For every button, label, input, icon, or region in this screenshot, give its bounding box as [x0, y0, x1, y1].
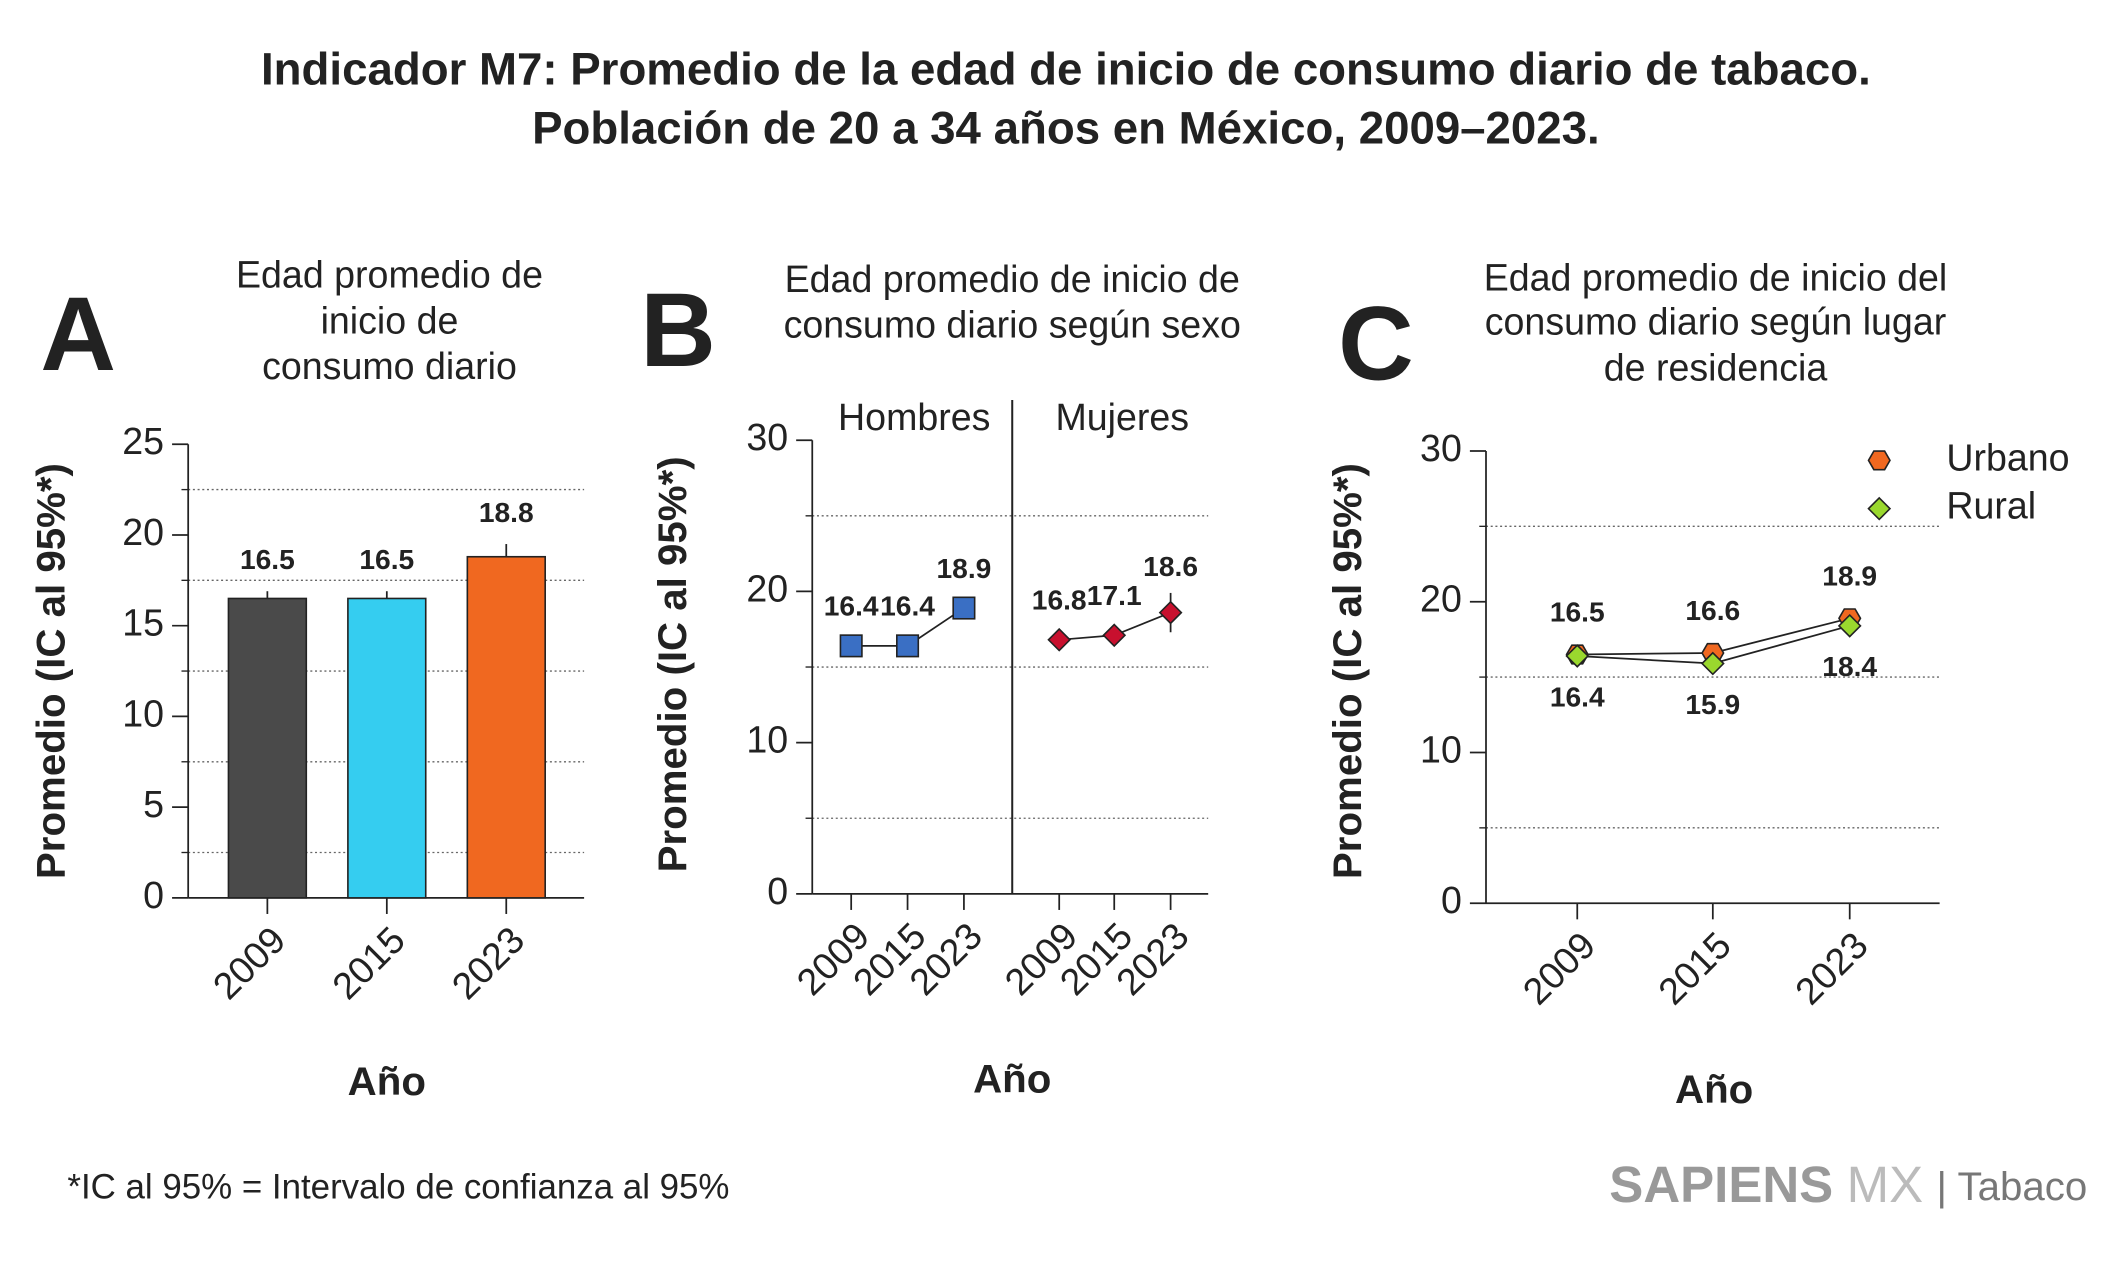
y-tick-label: 5	[143, 783, 164, 825]
y-tick-label: 20	[746, 567, 788, 609]
marker	[1867, 496, 1892, 521]
x-tick-label: 2023	[444, 918, 533, 1007]
marker	[1047, 627, 1072, 652]
value-label: 16.4	[880, 590, 935, 622]
chart-title: de residencia	[1604, 346, 1828, 388]
chart-title: consumo diario según sexo	[784, 303, 1241, 345]
marker	[1700, 651, 1725, 676]
value-label: 16.8	[1032, 584, 1087, 616]
x-tick-label: 2009	[205, 918, 294, 1007]
chart-title: Edad promedio de	[236, 254, 543, 296]
main-title: Indicador M7: Promedio de la edad de ini…	[261, 44, 1871, 95]
y-axis-label: Promedio (IC al 95%*)	[1325, 463, 1370, 879]
y-tick-label: 30	[1420, 427, 1462, 469]
value-label: 16.4	[824, 590, 879, 622]
y-tick-label: 20	[1420, 578, 1462, 620]
y-tick-label: 10	[746, 719, 788, 761]
chart-title: consumo diario	[262, 345, 517, 387]
value-label: 18.9	[936, 552, 991, 584]
value-label: 18.8	[479, 496, 534, 528]
marker	[1158, 600, 1183, 625]
marker	[1565, 644, 1590, 668]
value-label: 16.4	[1550, 680, 1605, 712]
chart-title: inicio de	[321, 299, 459, 341]
main-title: Población de 20 a 34 años en México, 200…	[532, 103, 1600, 154]
bar	[466, 555, 546, 899]
x-axis-label: Año	[1675, 1067, 1753, 1112]
brand-section: | Tabaco	[1937, 1164, 2088, 1209]
y-tick-label: 0	[767, 870, 788, 912]
panel-letter: B	[640, 272, 716, 389]
bar	[227, 597, 308, 899]
y-tick-label: 15	[122, 602, 164, 644]
marker	[1102, 623, 1127, 648]
x-tick-label: 2023	[1787, 924, 1876, 1013]
value-label: 18.9	[1822, 559, 1877, 591]
value-label: 15.9	[1685, 688, 1740, 720]
y-tick-label: 20	[122, 511, 164, 553]
x-tick-label: 2009	[1515, 924, 1604, 1013]
y-tick-label: 0	[1441, 879, 1462, 921]
value-label: 16.5	[1550, 596, 1605, 628]
y-axis-label: Promedio (IC al 95%*)	[29, 463, 74, 879]
y-axis-label: Promedio (IC al 95%*)	[650, 456, 695, 872]
y-tick-label: 10	[1420, 728, 1462, 770]
brand-suffix: MX	[1847, 1157, 1924, 1214]
chart-title: consumo diario según lugar	[1485, 301, 1946, 343]
panel-letter: C	[1338, 285, 1414, 402]
x-tick-label: 2015	[324, 918, 413, 1007]
bar	[347, 597, 427, 899]
value-label: 16.6	[1685, 594, 1740, 626]
y-tick-label: 25	[122, 420, 164, 462]
value-label: 16.5	[240, 543, 295, 575]
y-tick-label: 0	[143, 874, 164, 916]
x-tick-label: 2015	[1650, 924, 1739, 1013]
value-label: 17.1	[1087, 579, 1142, 611]
y-tick-label: 10	[122, 692, 164, 734]
marker	[1837, 613, 1862, 638]
chart-title: Edad promedio de inicio de	[785, 258, 1240, 300]
value-label: 18.6	[1143, 550, 1198, 582]
brand: SAPIENS MX | Tabaco	[1609, 1157, 2087, 1214]
brand-name: SAPIENS	[1609, 1157, 1833, 1214]
legend-label: Rural	[1946, 485, 2036, 527]
marker	[952, 596, 976, 620]
chart-title: Edad promedio de inicio del	[1484, 256, 1948, 298]
footnote: *IC al 95% = Intervalo de confianza al 9…	[67, 1167, 729, 1206]
x-axis-label: Año	[973, 1056, 1051, 1101]
value-label: 18.4	[1822, 650, 1877, 682]
value-label: 16.5	[359, 543, 414, 575]
marker	[896, 634, 920, 658]
y-tick-label: 30	[746, 416, 788, 458]
x-axis-label: Año	[348, 1059, 426, 1104]
marker	[839, 634, 863, 658]
legend-label: Hombres	[838, 396, 990, 438]
marker	[1867, 450, 1891, 471]
panel-letter: A	[40, 276, 116, 393]
legend-label: Urbano	[1946, 436, 2069, 478]
legend-label: Mujeres	[1055, 396, 1189, 438]
